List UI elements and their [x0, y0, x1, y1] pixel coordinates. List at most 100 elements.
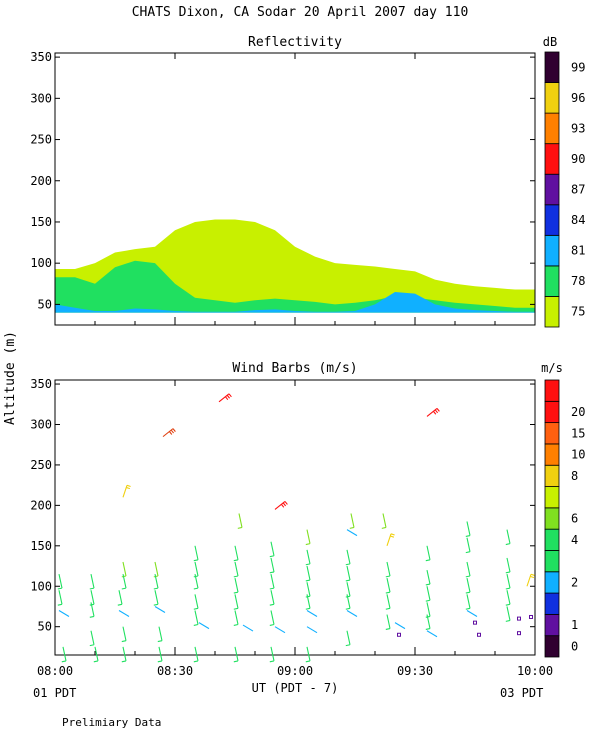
wind-barb-27 [193, 610, 199, 626]
wind-barb-15 [121, 646, 127, 663]
wind-barb-30 [218, 393, 232, 403]
wind-barb-24 [193, 561, 199, 578]
wind-cbar-label-0: 0 [571, 639, 578, 653]
wind-barb-33 [233, 561, 239, 578]
refl-cbar-label-1: 78 [571, 274, 585, 288]
wind-barb-83 [466, 610, 478, 617]
wind-barb-14 [121, 626, 127, 643]
wind-y-tick-label-200: 200 [30, 498, 52, 512]
wind-barb-39 [274, 500, 288, 510]
wind-barb-80 [465, 561, 471, 578]
wind-cbar-swatch-0 [544, 635, 560, 658]
reflectivity-x-ticks [54, 53, 536, 325]
wind-barb-1 [57, 590, 63, 606]
wind-barb-21 [157, 626, 163, 643]
wind-barb-42 [269, 574, 275, 590]
refl-cbar-swatch-7 [544, 82, 560, 114]
wind-barb-89 [505, 590, 511, 606]
wind-barb-9 [122, 484, 131, 498]
refl-y-tick-label-350: 350 [30, 50, 52, 64]
wind-barb-7 [89, 630, 95, 647]
wind-y-tick-label-50: 50 [38, 620, 52, 634]
wind-barb-38 [233, 646, 239, 663]
wind-barb-18 [153, 574, 159, 590]
wind-cbar-label-6: 6 [571, 512, 578, 526]
wind-cbar-swatch-2 [544, 592, 560, 615]
wind-cbar-swatch-3 [544, 571, 560, 594]
wind-barb-22 [157, 646, 163, 663]
wind-cbar-swatch-8 [544, 464, 560, 487]
wind-barb-76 [425, 614, 431, 630]
wind-barb-17 [153, 561, 159, 578]
refl-cbar-swatch-4 [544, 173, 560, 206]
wind-barb-48 [305, 549, 311, 566]
wind-cbar-swatch-6 [544, 507, 560, 530]
wind-x-ticks: 08:00 08:30 09:00 09:30 10:00 [37, 380, 553, 678]
wind-barb-8 [93, 646, 99, 663]
wind-cbar-swatch-10 [544, 422, 560, 445]
refl-cbar-label-2: 81 [571, 244, 585, 258]
wind-barb-73 [425, 569, 431, 586]
wind-cbar-swatch-1 [544, 613, 560, 637]
wind-cbar-swatch-5 [544, 528, 560, 551]
wind-barb-45 [274, 626, 286, 634]
wind-barb-91 [517, 616, 521, 621]
wind-barb-93 [526, 573, 535, 587]
wind-barb-34 [233, 578, 239, 594]
wind-barb-69 [394, 622, 406, 630]
refl-cbar-label-3: 84 [571, 213, 585, 227]
wind-barb-0 [57, 574, 63, 590]
wind-barb-55 [349, 513, 355, 529]
wind-barb-71 [426, 407, 440, 417]
refl-y-tick-label-200: 200 [30, 174, 52, 188]
wind-barb-12 [117, 590, 123, 606]
reflectivity-areas [55, 219, 535, 313]
wind-barb-75 [425, 602, 431, 618]
refl-cbar-swatch-1 [544, 265, 560, 297]
refl-cbar-label-7: 96 [571, 91, 585, 105]
wind-barb-49 [305, 565, 311, 582]
wind-barb-79 [465, 537, 471, 554]
refl-cbar-swatch-2 [544, 234, 560, 267]
wind-frame [54, 379, 536, 656]
reflectivity-y-ticks: 50 100 150 200 250 300 350 [30, 50, 535, 311]
wind-barb-52 [306, 610, 318, 617]
wind-barbs [57, 393, 535, 663]
wind-barb-61 [346, 610, 358, 617]
wind-barb-59 [345, 582, 351, 598]
wind-barb-58 [345, 565, 351, 582]
refl-cbar-label-5: 90 [571, 152, 585, 166]
wind-cbar-label-5: 4 [571, 533, 578, 547]
wind-barb-2 [58, 610, 70, 617]
wind-barb-90 [505, 606, 511, 622]
wind-barb-88 [505, 574, 511, 590]
wind-y-tick-label-300: 300 [30, 417, 52, 431]
wind-barb-26 [193, 594, 199, 610]
refl-y-tick-label-300: 300 [30, 91, 52, 105]
wind-x-tick-label-4: 10:00 [517, 664, 553, 678]
wind-y-tick-label-150: 150 [30, 539, 52, 553]
wind-barb-92 [517, 631, 521, 636]
wind-y-tick-label-100: 100 [30, 579, 52, 593]
wind-barb-28 [198, 622, 210, 630]
wind-barb-54 [305, 646, 311, 663]
date-left: 01 PDT [33, 686, 76, 700]
date-right: 03 PDT [500, 686, 543, 700]
wind-barb-74 [425, 586, 431, 602]
wind-cbar-label-11: 20 [571, 405, 585, 419]
reflectivity-title: Reflectivity [248, 35, 342, 50]
x-axis-label: UT (PDT - 7) [252, 681, 339, 695]
wind-barb-77 [426, 630, 438, 638]
wind-barb-94 [529, 614, 533, 619]
wind-barb-6 [89, 602, 95, 618]
wind-barb-37 [242, 624, 254, 632]
wind-barb-16 [162, 428, 176, 438]
wind-colorbar: 0 1 2 4 6 8 10 15 20 [544, 379, 585, 658]
wind-x-tick-label-1: 08:30 [157, 664, 193, 678]
wind-barb-81 [465, 578, 471, 594]
reflectivity-unit: dB [543, 35, 557, 49]
wind-barb-72 [425, 545, 431, 562]
